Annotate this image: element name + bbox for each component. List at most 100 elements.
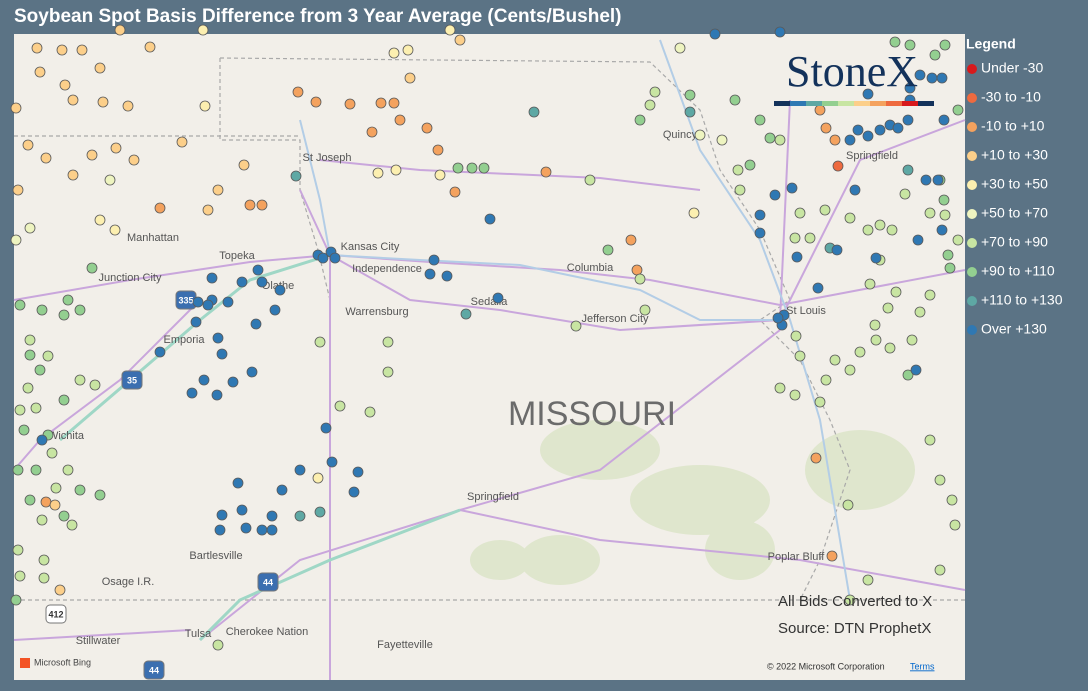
bid-location bbox=[814, 104, 826, 116]
place-label: Tulsa bbox=[185, 628, 212, 640]
bid-location bbox=[30, 402, 42, 414]
bid-location bbox=[274, 284, 286, 296]
bid-location bbox=[86, 262, 98, 274]
note: Source: DTN ProphetX bbox=[778, 620, 931, 637]
place-label: Kansas City bbox=[341, 241, 400, 253]
legend-swatch bbox=[967, 151, 977, 161]
bid-location bbox=[212, 184, 224, 196]
bid-location bbox=[38, 554, 50, 566]
bid-location bbox=[290, 170, 302, 182]
legend-swatch bbox=[967, 296, 977, 306]
bid-location bbox=[932, 174, 944, 186]
bid-location bbox=[211, 389, 223, 401]
bid-location bbox=[238, 159, 250, 171]
bid-location bbox=[227, 376, 239, 388]
bid-location bbox=[198, 374, 210, 386]
bid-location bbox=[939, 39, 951, 51]
bid-location bbox=[424, 268, 436, 280]
bid-location bbox=[639, 304, 651, 316]
bid-location bbox=[10, 594, 22, 606]
bid-location bbox=[870, 252, 882, 264]
bid-location bbox=[128, 154, 140, 166]
bid-location bbox=[882, 302, 894, 314]
bid-location bbox=[862, 574, 874, 586]
bid-location bbox=[874, 219, 886, 231]
bid-location bbox=[810, 452, 822, 464]
bid-location bbox=[844, 134, 856, 146]
bid-location bbox=[199, 100, 211, 112]
bid-location bbox=[428, 254, 440, 266]
bid-location bbox=[444, 24, 456, 36]
place-label: Junction City bbox=[99, 272, 162, 284]
bid-location bbox=[862, 130, 874, 142]
bid-location bbox=[929, 49, 941, 61]
bid-location bbox=[478, 162, 490, 174]
bid-location bbox=[684, 89, 696, 101]
place-label: Wichita bbox=[48, 430, 85, 442]
bid-location bbox=[104, 174, 116, 186]
bid-location bbox=[902, 164, 914, 176]
bid-location bbox=[820, 122, 832, 134]
bid-location bbox=[942, 249, 954, 261]
bid-location bbox=[744, 159, 756, 171]
legend-swatch bbox=[967, 209, 977, 219]
bid-location bbox=[952, 234, 964, 246]
ms-icon bbox=[20, 658, 30, 668]
bid-location bbox=[454, 34, 466, 46]
bid-location bbox=[144, 41, 156, 53]
legend-swatch bbox=[967, 64, 977, 74]
bid-location bbox=[14, 570, 26, 582]
bid-location bbox=[22, 382, 34, 394]
bid-location bbox=[266, 524, 278, 536]
bid-location bbox=[854, 346, 866, 358]
bid-location bbox=[252, 264, 264, 276]
bid-location bbox=[216, 509, 228, 521]
logo: StoneX bbox=[786, 47, 918, 96]
terms-link[interactable]: Terms bbox=[910, 661, 935, 671]
bid-location bbox=[938, 194, 950, 206]
bid-location bbox=[62, 464, 74, 476]
bid-location bbox=[466, 162, 478, 174]
place-label: Quincy bbox=[663, 129, 698, 141]
bid-location bbox=[317, 252, 329, 264]
bid-location bbox=[684, 106, 696, 118]
bid-location bbox=[214, 524, 226, 536]
place-label: Independence bbox=[352, 263, 422, 275]
bid-location bbox=[24, 222, 36, 234]
bid-location bbox=[421, 122, 433, 134]
bid-location bbox=[94, 214, 106, 226]
bid-location bbox=[314, 336, 326, 348]
bid-location bbox=[388, 97, 400, 109]
legend-label: +110 to +130 bbox=[981, 292, 1063, 308]
place-label: Springfield bbox=[846, 150, 898, 162]
bid-location bbox=[528, 106, 540, 118]
bid-location bbox=[944, 262, 956, 274]
bid-location bbox=[294, 510, 306, 522]
bid-location bbox=[852, 124, 864, 136]
bid-location bbox=[34, 364, 46, 376]
bid-location bbox=[22, 139, 34, 151]
bid-location bbox=[914, 306, 926, 318]
bid-location bbox=[791, 251, 803, 263]
bid-location bbox=[864, 278, 876, 290]
bid-location bbox=[890, 286, 902, 298]
bid-location bbox=[732, 164, 744, 176]
bid-location bbox=[46, 447, 58, 459]
bid-location bbox=[794, 207, 806, 219]
bid-location bbox=[786, 182, 798, 194]
bid-location bbox=[924, 289, 936, 301]
bid-location bbox=[94, 489, 106, 501]
bid-location bbox=[774, 134, 786, 146]
bid-location bbox=[94, 62, 106, 74]
bid-location bbox=[388, 47, 400, 59]
bid-location bbox=[197, 24, 209, 36]
bid-location bbox=[31, 42, 43, 54]
place-label: Bartlesville bbox=[189, 550, 242, 562]
bid-location bbox=[314, 506, 326, 518]
bid-location bbox=[256, 276, 268, 288]
bid-location bbox=[774, 382, 786, 394]
bid-location bbox=[246, 366, 258, 378]
place-label: Poplar Bluff bbox=[768, 551, 826, 563]
